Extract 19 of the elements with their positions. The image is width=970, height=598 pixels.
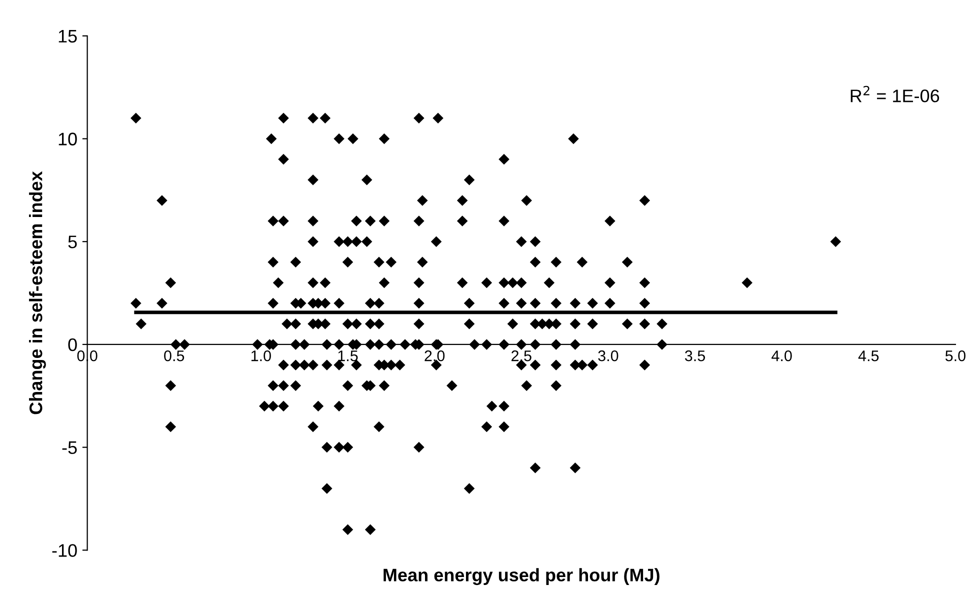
y-tick-label: -10 [52, 544, 77, 557]
x-tick-label: 2.0 [424, 350, 445, 362]
x-tick-label: 1.0 [251, 350, 271, 362]
x-tick-label: 1.5 [338, 350, 358, 362]
y-axis-title: Change in self-esteem index [29, 171, 46, 414]
x-tick-label: 3.0 [598, 350, 618, 362]
x-tick-label: 4.5 [858, 350, 879, 362]
y-tick-label: -5 [62, 441, 77, 454]
y-tick-label: 0 [68, 338, 77, 352]
y-tick-label: 15 [58, 30, 77, 43]
annotation: R$^{2}$ = 1E-06 [850, 86, 940, 102]
x-axis-title: Mean energy used per hour (MJ) [384, 568, 660, 586]
x-tick-label: 0.5 [164, 350, 184, 362]
x-tick-label: 2.5 [512, 350, 532, 362]
y-tick-label: 10 [58, 132, 77, 146]
x-tick-label: 5.0 [945, 350, 966, 362]
x-tick-label: 4.0 [772, 350, 792, 362]
x-tick-label: 3.5 [684, 350, 705, 362]
y-tick-label: 5 [68, 236, 77, 248]
